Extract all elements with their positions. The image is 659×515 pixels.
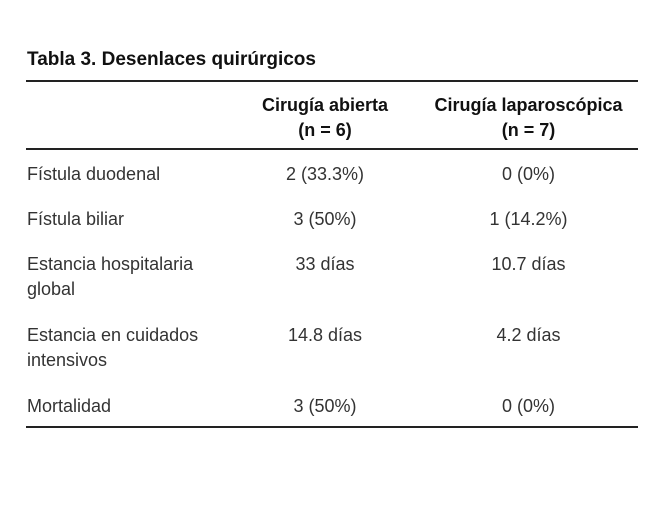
header-sublabel: (n = 7) [501,120,556,140]
laparoscopic-value: 0 (0%) [501,396,555,416]
open-surgery-value: 14.8 días [287,325,363,345]
row-label: Mortalidad [27,396,112,416]
table-header: Cirugía abierta (n = 6) Cirugía laparosc… [26,82,638,150]
outcomes-table-container: Tabla 3. Desenlaces quirúrgicos Cirugía … [26,46,638,428]
laparoscopic-value: 0 (0%) [501,164,555,184]
open-surgery-value: 33 días [295,254,355,274]
header-sublabel: (n = 6) [298,120,352,140]
outcomes-table: Cirugía abierta (n = 6) Cirugía laparosc… [26,82,638,426]
table-title: Tabla 3. Desenlaces quirúrgicos [27,49,316,70]
table-top-rule [26,80,638,82]
header-cell-laparoscopic-surgery: Cirugía laparoscópica (n = 7) [419,82,638,148]
open-surgery-value: 3 (50%) [293,396,357,416]
table-row: Mortalidad 3 (50%) 0 (0%) [26,382,638,426]
header-row: Cirugía abierta (n = 6) Cirugía laparosc… [26,82,638,148]
header-cell-outcome [26,82,231,148]
open-surgery-value: 2 (33.3%) [285,164,365,184]
header-bottom-rule [26,148,638,150]
table-bottom-rule [26,426,638,428]
table-row: Estancia hospitalaria global 33 días 10.… [26,242,638,311]
open-surgery-value: 3 (50%) [293,209,357,229]
header-cell-open-surgery: Cirugía abierta (n = 6) [231,82,419,148]
row-label: Fístula biliar [27,209,125,229]
laparoscopic-value: 1 (14.2%) [489,209,568,229]
row-label: Estancia en cuidados intensivos [27,325,199,370]
laparoscopic-value: 4.2 días [496,325,561,345]
table-row: Fístula duodenal 2 (33.3%) 0 (0%) [26,150,638,197]
table-row: Estancia en cuidados intensivos 14.8 día… [26,311,638,382]
header-label: Cirugía abierta [261,95,389,115]
table-row: Fístula biliar 3 (50%) 1 (14.2%) [26,197,638,242]
header-label: Cirugía laparoscópica [434,95,623,115]
row-label: Estancia hospitalaria global [27,254,194,299]
laparoscopic-value: 10.7 días [491,254,566,274]
table-body: Fístula duodenal 2 (33.3%) 0 (0%) Fístul… [26,150,638,426]
row-label: Fístula duodenal [27,164,161,184]
